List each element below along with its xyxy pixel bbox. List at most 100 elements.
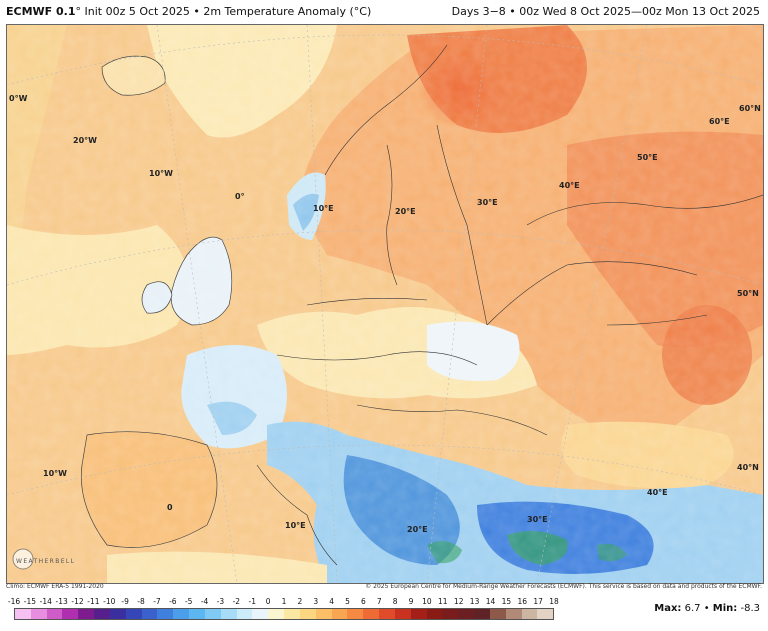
colorbar-swatch (157, 609, 174, 619)
colorbar-tick-label: 0 (265, 597, 271, 606)
max-min-stats: Max: 6.7 • Min: -8.3 (654, 603, 760, 614)
lon-label-20e-south: 20°E (407, 525, 428, 534)
colorbar-swatch (474, 609, 490, 619)
valid-period: Days 3−8 • 00z Wed 8 Oct 2025—00z Mon 13… (451, 5, 760, 18)
colorbar-tick-label: 10 (422, 597, 432, 606)
colorbar-swatch (299, 609, 316, 619)
colorbar-tick-label: 11 (438, 597, 448, 606)
colorbar-tick-label: -3 (216, 597, 225, 606)
lon-label-40e: 40°E (559, 181, 580, 190)
colorbar-tick-label: 3 (313, 597, 319, 606)
lon-label-0w: 0°W (9, 94, 28, 103)
lon-label-10e-south: 10°E (285, 521, 306, 530)
lon-label-0: 0° (235, 192, 245, 201)
colorbar-tick-label: 6 (361, 597, 366, 606)
lon-label-40e-south: 40°E (647, 488, 668, 497)
lon-label-0-south: 0 (167, 503, 173, 512)
colorbar-swatch (62, 609, 79, 619)
colorbar-tick-label: 15 (501, 597, 512, 606)
colorbar-swatch (220, 609, 237, 619)
lat-label-40n: 40°N (737, 463, 759, 472)
lon-label-10e: 10°E (313, 204, 334, 213)
colorbar-swatch (489, 609, 506, 619)
lon-label-10w-south: 10°W (43, 469, 67, 478)
max-label: Max: (654, 603, 682, 614)
colorbar-tick-label: 12 (453, 597, 464, 606)
map-panel[interactable]: 0°W 20°W 10°W 0° 10°E 20°E 30°E 40°E 50°… (6, 24, 764, 584)
colorbar-swatch (15, 609, 31, 619)
colorbar: -16 -15 -14 -13 -12 -11 -10 -9 -8 -7 -6 -5 -4 -3 -2 -1 0… (8, 597, 559, 627)
colorbar-swatch (426, 609, 443, 619)
lon-label-50e: 50°E (637, 153, 658, 162)
min-value: -8.3 (740, 603, 760, 614)
colorbar-tick-label: -6 (169, 597, 177, 606)
colorbar-swatch (505, 609, 522, 619)
lat-label-60n: 60°N (739, 104, 761, 113)
colorbar-tick-label: 9 (408, 597, 414, 606)
colorbar-tick-label: -9 (121, 597, 129, 606)
lon-label-10w: 10°W (149, 169, 173, 178)
lon-label-20w: 20°W (73, 136, 97, 145)
colorbar-swatch (410, 609, 427, 619)
colorbar-swatch (521, 609, 538, 619)
colorbar-swatch (284, 609, 300, 619)
colorbar-swatch (442, 609, 459, 619)
colorbar-tick-label: -11 (87, 597, 100, 606)
colorbar-swatch (252, 609, 269, 619)
colorbar-swatch (109, 609, 126, 619)
colorbar-swatch (204, 609, 221, 619)
copyright-note: © 2025 European Centre for Medium-Range … (365, 583, 762, 590)
colorbar-swatch (125, 609, 142, 619)
colorbar-tick-label: 8 (392, 597, 398, 606)
lat-label-50n: 50°N (737, 289, 759, 298)
colorbar-swatch (363, 609, 380, 619)
colorbar-tick-label: -14 (39, 597, 52, 606)
colorbar-swatch (458, 609, 475, 619)
colorbar-swatch (236, 609, 253, 619)
colorbar-tick-label: -8 (137, 597, 145, 606)
model-name: ECMWF 0.1 (6, 5, 76, 18)
colorbar-tick-label: 5 (345, 597, 350, 606)
colorbar-swatch (30, 609, 47, 619)
colorbar-swatch (189, 609, 205, 619)
colorbar-tick-label: 7 (376, 597, 382, 606)
lon-label-60e: 60°E (709, 117, 730, 126)
stats-separator: • (703, 603, 710, 614)
colorbar-tick-label: 1 (281, 597, 287, 606)
colorbar-tick-label: -4 (200, 597, 209, 606)
colorbar-tick-label: -15 (23, 597, 36, 606)
graticule (7, 25, 763, 583)
weatherbell-logo: WEATHERBELL (12, 546, 76, 572)
max-value: 6.7 (684, 603, 701, 614)
lon-label-30e: 30°E (477, 198, 498, 207)
header: ECMWF 0.1° Init 00z 5 Oct 2025 • 2m Temp… (0, 0, 768, 24)
colorbar-swatch (315, 609, 332, 619)
colorbar-tick-label: -12 (71, 597, 84, 606)
colorbar-tick-label: -2 (232, 597, 241, 606)
colorbar-tick-label: -13 (55, 597, 68, 606)
colorbar-swatch (94, 609, 110, 619)
colorbar-swatch (268, 609, 285, 619)
lon-label-20e: 20°E (395, 207, 416, 216)
min-label: Min: (712, 603, 738, 614)
colorbar-swatch (379, 609, 395, 619)
model-suffix: ° (75, 5, 82, 18)
colorbar-swatch (46, 609, 63, 619)
colorbar-swatch (78, 609, 95, 619)
colorbar-tick-label: 14 (485, 597, 496, 606)
colorbar-swatch (347, 609, 364, 619)
lon-label-30e-south: 30°E (527, 515, 548, 524)
colorbar-tick-label: 13 (469, 597, 480, 606)
colorbar-swatch (331, 609, 348, 619)
climatology-note: Climo: ECMWF ERA-5 1991-2020 (6, 583, 104, 590)
colorbar-tick-label: -10 (103, 597, 116, 606)
colorbar-tick-label: -5 (184, 597, 193, 606)
map-subtitle: Init 00z 5 Oct 2025 • 2m Temperature Ano… (84, 5, 372, 18)
anomaly-map: 0°W 20°W 10°W 0° 10°E 20°E 30°E 40°E 50°… (7, 25, 763, 583)
colorbar-tick-label: 4 (329, 597, 335, 606)
svg-text:WEATHERBELL: WEATHERBELL (16, 558, 75, 565)
colorbar-swatch (173, 609, 190, 619)
colorbar-swatch (141, 609, 158, 619)
country-borders (256, 44, 763, 566)
colorbar-swatch (537, 609, 554, 619)
